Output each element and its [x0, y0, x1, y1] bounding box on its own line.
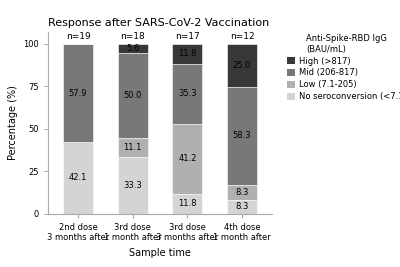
Text: 11.1: 11.1: [124, 143, 142, 152]
Bar: [227, 199, 257, 214]
Bar: [118, 53, 148, 138]
Bar: [118, 138, 148, 157]
Text: n=18: n=18: [120, 32, 145, 41]
Bar: [227, 44, 257, 87]
Text: n=17: n=17: [175, 32, 200, 41]
Text: 41.2: 41.2: [178, 154, 196, 163]
Text: 35.3: 35.3: [178, 89, 197, 98]
Bar: [172, 194, 202, 214]
Text: 8.3: 8.3: [235, 188, 249, 197]
Bar: [63, 44, 93, 142]
Text: 50.0: 50.0: [124, 91, 142, 100]
Bar: [227, 186, 257, 199]
Text: 57.9: 57.9: [69, 89, 87, 97]
Text: n=19: n=19: [66, 32, 90, 41]
Bar: [63, 142, 93, 214]
Bar: [172, 64, 202, 124]
Bar: [118, 157, 148, 214]
Text: 25.0: 25.0: [233, 61, 251, 70]
Bar: [118, 44, 148, 53]
Text: 58.3: 58.3: [233, 131, 251, 140]
Bar: [227, 87, 257, 186]
Legend: High (>817), Mid (206-817), Low (7.1-205), No seroconversion (<7.1): High (>817), Mid (206-817), Low (7.1-205…: [285, 33, 400, 103]
Text: 42.1: 42.1: [69, 173, 87, 182]
Text: n=12: n=12: [230, 32, 254, 41]
Text: Response after SARS-CoV-2 Vaccination: Response after SARS-CoV-2 Vaccination: [48, 18, 269, 29]
Y-axis label: Percentage (%): Percentage (%): [8, 85, 18, 160]
Text: 11.8: 11.8: [178, 199, 196, 208]
Text: 33.3: 33.3: [123, 181, 142, 190]
Bar: [172, 44, 202, 64]
Bar: [172, 124, 202, 194]
Text: 11.8: 11.8: [178, 49, 196, 58]
Text: 8.3: 8.3: [235, 202, 249, 211]
Text: 5.6: 5.6: [126, 44, 139, 53]
X-axis label: Sample time: Sample time: [129, 248, 191, 258]
